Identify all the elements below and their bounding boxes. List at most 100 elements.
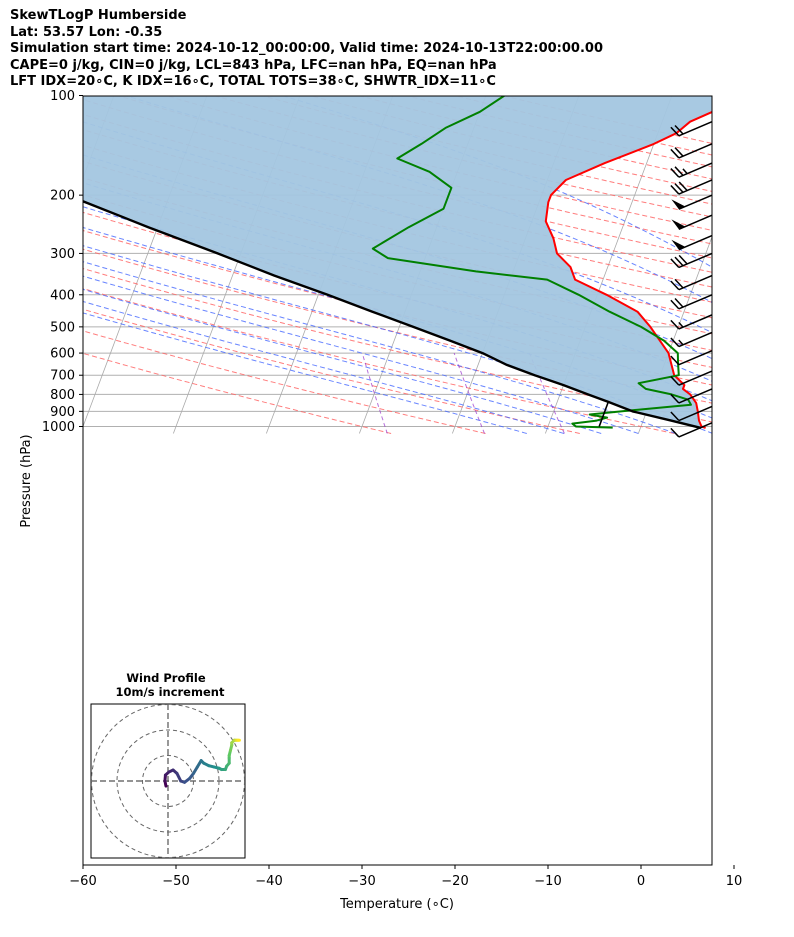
x-axis-title: Temperature (∘C)	[339, 897, 454, 912]
wind-barb-full	[678, 181, 688, 192]
hodograph-ring	[91, 704, 245, 858]
wind-barb-full	[674, 166, 684, 176]
lcl-dewpoint-line	[598, 401, 610, 427]
wind-barb	[671, 194, 713, 210]
y-tick-label: 200	[50, 189, 75, 204]
cape-line: CAPE=0 j/kg, CIN=0 j/kg, LCL=843 hPa, LF…	[10, 57, 497, 73]
mixing-ratio-line	[361, 352, 388, 434]
wind-barb-staff	[678, 294, 713, 310]
wind-barb-half	[678, 339, 684, 346]
wind-barb-full	[674, 278, 684, 289]
moist-adiabat-line	[83, 300, 565, 434]
wind-barb-staff	[678, 162, 713, 178]
plot-frame	[82, 95, 713, 866]
wind-barb-full	[670, 355, 680, 366]
wind-barb-staff	[678, 179, 713, 195]
hodograph-ring	[142, 755, 194, 807]
wind-barb	[671, 214, 713, 230]
indices-line: LFT IDX=20∘C, K IDX=16∘C, TOTAL TOTS=38∘…	[10, 74, 496, 89]
wind-barb	[670, 331, 713, 348]
wind-barb-full	[670, 337, 680, 348]
wind-barb-full	[674, 147, 684, 157]
hodograph-plot	[91, 704, 245, 858]
y-tick-label: 900	[50, 405, 75, 420]
wind-barb-full	[670, 258, 680, 269]
wind-barb-staff	[678, 349, 713, 366]
location-line: Lat: 53.57 Lon: -0.35	[10, 24, 163, 40]
mixing-ratio-line	[528, 352, 565, 434]
isotherm-line	[731, 88, 794, 433]
time-line: Simulation start time: 2024-10-12_00:00:…	[10, 41, 603, 56]
wind-barb	[670, 405, 713, 422]
dry-adiabat-line	[165, 96, 712, 231]
cape-cin-shading	[83, 96, 712, 428]
axes: −60−50−40−30−20−100102030401002003004005…	[42, 89, 743, 889]
dry-adiabat-line	[83, 211, 712, 368]
wind-barb-full	[670, 148, 680, 159]
y-tick-label: 500	[50, 320, 75, 335]
y-tick-label: 600	[50, 347, 75, 362]
wind-barb	[670, 121, 713, 137]
moist-adiabat-line	[125, 96, 712, 303]
chart-title-block: SkewTLogP Humberside Lat: 53.57 Lon: -0.…	[10, 8, 790, 91]
profile-lines	[83, 96, 712, 430]
wind-barb-full	[678, 254, 688, 265]
wind-barb-staff	[678, 370, 713, 386]
wind-barb-staff	[678, 331, 713, 348]
dry-adiabat-line	[83, 288, 675, 434]
wind-barb-flag	[671, 199, 686, 210]
wind-barb-full	[670, 393, 680, 404]
wind-profile-hodograph: Wind Profile 10m/s increment	[90, 671, 246, 859]
dry-adiabat-line	[83, 99, 712, 259]
wind-barb-full	[670, 319, 680, 330]
wind-barb	[670, 370, 713, 386]
wind-barb-full	[670, 299, 680, 310]
wind-barb	[671, 234, 713, 251]
wind-barb-full	[670, 184, 680, 195]
hodograph-ring	[116, 729, 220, 833]
wind-barb-full	[674, 124, 684, 135]
wind-barb-flag	[671, 239, 686, 250]
wind-barb-full	[670, 126, 680, 137]
wind-barb-full	[674, 183, 684, 193]
x-tick-label: 0	[637, 874, 645, 889]
y-tick-label: 800	[50, 388, 75, 403]
x-tick-label: 10	[726, 874, 743, 889]
y-tick-label: 1000	[42, 420, 75, 435]
moist-adiabat-line	[83, 312, 527, 434]
wind-barb	[670, 179, 713, 195]
cape-shade-area	[83, 96, 712, 428]
mixing-ratio-line	[453, 352, 485, 434]
isotherm-line	[0, 88, 24, 433]
wind-barb-staff	[678, 405, 713, 422]
wind-barb-staff	[678, 121, 713, 137]
x-tick-label: −60	[69, 874, 96, 889]
y-axis-title: Pressure (hPa)	[19, 434, 34, 527]
wind-barb-full	[670, 168, 680, 178]
hodograph-subtitle: 10m/s increment	[116, 685, 225, 699]
wind-barb	[670, 143, 713, 159]
y-tick-label: 100	[50, 89, 75, 104]
wind-barb-staff	[678, 143, 713, 159]
wind-barb	[670, 422, 713, 438]
chart-title: SkewTLogP Humberside	[10, 8, 187, 23]
dry-adiabat-line	[117, 96, 712, 245]
wind-barb-staff	[678, 252, 713, 269]
x-tick-label: −30	[348, 874, 375, 889]
x-tick-label: −50	[162, 874, 189, 889]
temperature-line	[544, 110, 712, 429]
x-tick-label: −10	[534, 874, 561, 889]
wind-barb-staff	[678, 274, 713, 291]
y-tick-label: 700	[50, 369, 75, 384]
moist-adiabat-line	[83, 261, 676, 434]
wind-barb-full	[670, 280, 680, 291]
wind-barb-half	[682, 168, 688, 175]
wind-barb	[670, 274, 713, 291]
wind-barb-staff	[678, 422, 713, 438]
x-tick-label: −20	[441, 874, 468, 889]
y-tick-label: 400	[50, 288, 75, 303]
wind-barb-flag	[671, 219, 686, 230]
wind-barb	[670, 162, 713, 178]
wind-barb	[670, 388, 713, 404]
wind-barb-full	[670, 411, 680, 422]
